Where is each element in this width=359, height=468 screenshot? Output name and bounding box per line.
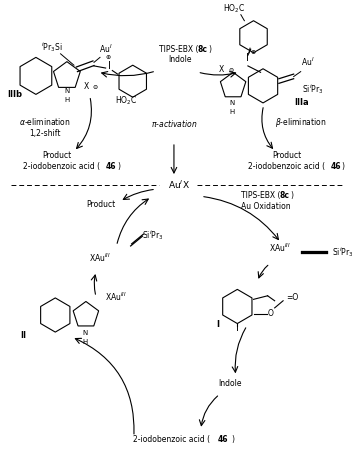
Text: ): ) xyxy=(341,162,345,171)
Text: $\beta$-elimination: $\beta$-elimination xyxy=(275,116,327,129)
Text: 1,2-shift: 1,2-shift xyxy=(29,129,60,138)
Text: 8c: 8c xyxy=(197,44,207,54)
Text: ): ) xyxy=(209,44,212,54)
Text: H: H xyxy=(64,97,69,103)
Text: Au Oxidation: Au Oxidation xyxy=(241,202,290,212)
Text: Product: Product xyxy=(272,152,301,161)
Text: 8c: 8c xyxy=(279,190,289,199)
Text: $\oplus$: $\oplus$ xyxy=(250,48,257,56)
Text: IIIb: IIIb xyxy=(7,89,22,98)
Text: H: H xyxy=(83,339,88,345)
Text: XAu$^{III}$: XAu$^{III}$ xyxy=(269,241,290,254)
Text: I: I xyxy=(108,61,111,71)
Text: ): ) xyxy=(291,190,294,199)
Text: ): ) xyxy=(231,435,234,444)
Text: X: X xyxy=(83,82,89,91)
Text: XAu$^{III}$: XAu$^{III}$ xyxy=(89,251,111,263)
Text: N: N xyxy=(230,100,235,106)
Text: 2-iodobenzoic acid (: 2-iodobenzoic acid ( xyxy=(133,435,210,444)
Text: I: I xyxy=(216,320,219,329)
Text: N: N xyxy=(64,88,69,94)
Text: HO$_2$C: HO$_2$C xyxy=(115,95,137,107)
Text: 2-iodobenzoic acid (: 2-iodobenzoic acid ( xyxy=(248,162,325,171)
Text: =O: =O xyxy=(286,292,299,302)
Text: HO$_2$C: HO$_2$C xyxy=(223,2,245,15)
Text: 46: 46 xyxy=(218,435,228,444)
Text: $\pi$-activation: $\pi$-activation xyxy=(151,118,197,130)
Text: Si$^i$Pr$_3$: Si$^i$Pr$_3$ xyxy=(302,82,323,96)
Text: $\ominus$: $\ominus$ xyxy=(228,66,235,73)
Text: Product: Product xyxy=(87,200,116,209)
Text: I: I xyxy=(236,323,239,333)
Text: Indole: Indole xyxy=(168,55,192,65)
Text: O: O xyxy=(267,309,273,318)
Text: ): ) xyxy=(117,162,120,171)
Text: Au$^I$X: Au$^I$X xyxy=(168,179,190,191)
Text: Au$^I$: Au$^I$ xyxy=(99,42,112,55)
Text: IIIa: IIIa xyxy=(295,98,309,107)
Text: 46: 46 xyxy=(331,162,341,171)
Text: $^i$Pr$_3$Si: $^i$Pr$_3$Si xyxy=(41,40,62,54)
Text: Indole: Indole xyxy=(219,379,242,388)
Text: $\ominus$: $\ominus$ xyxy=(92,83,98,91)
Text: TIPS-EBX (: TIPS-EBX ( xyxy=(241,190,280,199)
Text: N: N xyxy=(83,330,88,336)
Text: II: II xyxy=(20,331,26,341)
Text: Si$^i$Pr$_3$: Si$^i$Pr$_3$ xyxy=(142,228,164,242)
Text: I: I xyxy=(247,53,250,63)
Text: 46: 46 xyxy=(105,162,116,171)
Text: $\oplus$: $\oplus$ xyxy=(105,53,111,61)
Text: $\alpha$-elimination: $\alpha$-elimination xyxy=(19,116,71,127)
Text: X: X xyxy=(219,65,224,73)
Text: 2-iodobenzoic acid (: 2-iodobenzoic acid ( xyxy=(23,162,100,171)
Text: H: H xyxy=(230,109,235,115)
Text: Au$^I$: Au$^I$ xyxy=(301,56,314,68)
Text: XAu$^{III}$: XAu$^{III}$ xyxy=(105,290,127,303)
Text: Product: Product xyxy=(42,152,72,161)
Text: Si$^i$Pr$_3$: Si$^i$Pr$_3$ xyxy=(332,245,354,259)
Text: TIPS-EBX (: TIPS-EBX ( xyxy=(159,44,198,54)
